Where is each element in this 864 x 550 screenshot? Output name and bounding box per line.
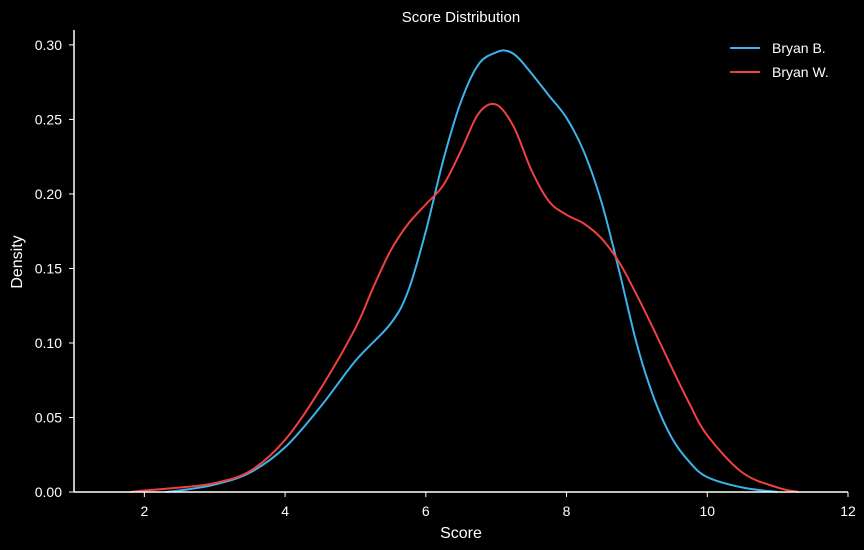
y-tick-label: 0.20 (35, 186, 62, 202)
x-tick-label: 10 (699, 503, 715, 519)
y-axis-title: Density (9, 235, 26, 288)
y-tick-label: 0.10 (35, 335, 62, 351)
y-tick-label: 0.00 (35, 484, 62, 500)
y-tick-labels: 0.00 0.05 0.10 0.15 0.20 0.25 0.30 (35, 37, 74, 500)
x-axis-title: Score (440, 525, 482, 542)
series-line-2 (130, 102, 799, 493)
legend-label: Bryan B. (772, 40, 826, 56)
y-tick-label: 0.30 (35, 37, 62, 53)
series-curves (130, 49, 799, 493)
x-tick-labels: 2 4 6 8 10 12 (140, 492, 856, 519)
x-tick-label: 8 (563, 503, 571, 519)
x-tick-label: 6 (422, 503, 430, 519)
y-tick-label: 0.25 (35, 111, 62, 127)
y-tick-label: 0.15 (35, 260, 62, 276)
chart-title: Score Distribution (402, 9, 520, 26)
x-tick-label: 12 (840, 503, 856, 519)
y-tick-label: 0.05 (35, 409, 62, 425)
legend-label: Bryan W. (772, 64, 829, 80)
x-tick-label: 4 (281, 503, 289, 519)
legend: Bryan B. Bryan W. (730, 40, 829, 80)
series-line-1 (165, 49, 778, 493)
x-tick-label: 2 (140, 503, 148, 519)
